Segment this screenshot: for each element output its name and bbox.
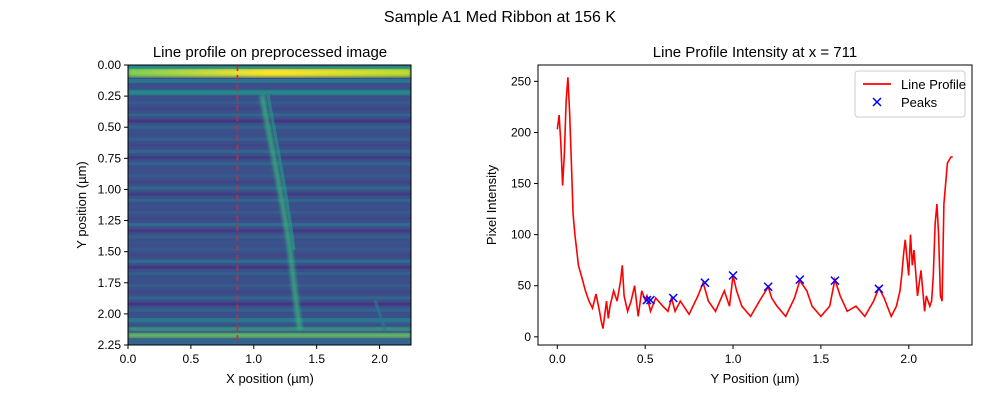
heatmap-fringe (128, 223, 411, 227)
line-y-tick-label: 200 (511, 125, 531, 139)
heatmap-fringe (128, 119, 411, 123)
heatmap-fringe (128, 204, 411, 208)
heatmap-y-tick-label: 0.50 (98, 120, 122, 134)
line-y-tick-label: 100 (511, 228, 531, 242)
peak-marker (874, 284, 884, 294)
legend-box (854, 70, 966, 118)
line-chart-frame (537, 64, 973, 346)
heatmap-fringe (128, 174, 411, 178)
line-chart-x-axis: 0.0 0.5 1.0 1.5 2.0 (549, 345, 917, 366)
line-chart-title: Line Profile Intensity at x = 711 (653, 44, 857, 61)
line-chart-x-axis-label: Y Position (µm) (711, 371, 800, 386)
heatmap-x-tick-label: 1.0 (245, 352, 262, 366)
heatmap-y-tick-label: 1.75 (98, 276, 122, 290)
heatmap-fringe (128, 210, 411, 215)
heatmap-title: Line profile on preprocessed image (153, 44, 387, 61)
heatmap-fringe (128, 186, 411, 190)
line-y-tick-label: 250 (511, 74, 531, 88)
heatmap-fringe (128, 308, 411, 312)
peak-marker (668, 293, 678, 303)
heatmap-fringe (128, 168, 411, 172)
series-peaks (642, 270, 884, 305)
peak-marker (763, 282, 773, 292)
legend-peaks-swatch (872, 97, 882, 107)
heatmap-y-tick-label: 0.00 (98, 58, 122, 72)
heatmap-fringe (128, 357, 411, 360)
heatmap-fringe (128, 180, 411, 184)
heatmap-bright-band-bottom (128, 333, 411, 338)
heatmap-fringe (128, 259, 411, 263)
heatmap-fringe (128, 149, 411, 154)
peak-marker (700, 278, 710, 288)
heatmap-fringe (128, 314, 411, 318)
heatmap-fringe (128, 351, 411, 354)
heatmap-fringe (128, 271, 411, 276)
peak-marker (645, 295, 655, 305)
heatmap-vertical-streak (259, 94, 303, 331)
heatmap-x-axis-label: X position (µm) (226, 371, 314, 386)
line-x-tick-label: 2.0 (900, 352, 917, 366)
heatmap-image (128, 65, 411, 366)
peak-marker (795, 275, 805, 285)
heatmap-fringe (128, 320, 411, 324)
heatmap-fringe (128, 296, 411, 300)
heatmap-band-second (128, 90, 411, 95)
heatmap-x-tick-label: 0.0 (120, 352, 137, 366)
heatmap-fringe (128, 229, 411, 233)
heatmap-y-tick-label: 1.50 (98, 245, 122, 259)
heatmap-y-tick-label: 0.25 (98, 89, 122, 103)
heatmap-fringe (128, 247, 411, 251)
heatmap-y-tick-label: 1.00 (98, 182, 122, 196)
legend-line-profile-label: Line Profile (901, 77, 966, 92)
heatmap-fringe (128, 290, 411, 294)
legend-peaks-label: Peaks (901, 95, 938, 110)
heatmap-fringe (128, 192, 411, 196)
heatmap-x-tick-label: 1.5 (308, 352, 325, 366)
heatmap-y-tick-label: 2.00 (98, 307, 122, 321)
heatmap-x-axis: 0.0 0.5 1.0 1.5 2.0 (120, 345, 388, 366)
heatmap-fringe (128, 345, 411, 348)
line-chart-panel: Line Profile Intensity at x = 711 0.0 0.5… (484, 44, 973, 386)
heatmap-fringe (128, 253, 411, 257)
line-y-tick-label: 0 (524, 330, 531, 344)
line-x-tick-label: 1.0 (725, 352, 742, 366)
heatmap-y-axis: 0.00 0.25 0.50 0.75 1.00 1.25 1.50 1.75 2.00 2.25 (98, 58, 128, 352)
heatmap-y-tick-label: 1.25 (98, 214, 122, 228)
heatmap-fringe (128, 156, 411, 160)
series-line-profile (556, 77, 953, 329)
heatmap-frame (127, 64, 412, 346)
line-y-tick-label: 50 (518, 279, 532, 293)
heatmap-panel: Line profile on preprocessed image (74, 44, 412, 386)
line-y-tick-label: 150 (511, 177, 531, 191)
heatmap-fringe (128, 162, 411, 166)
heatmap-fringe (128, 198, 411, 202)
figure-suptitle: Sample A1 Med Ribbon at 156 K (384, 9, 616, 26)
line-chart-y-axis-label: Pixel Intensity (484, 164, 499, 245)
heatmap-fringe (128, 113, 411, 117)
heatmap-fringe (128, 302, 411, 306)
heatmap-y-tick-label: 0.75 (98, 151, 122, 165)
line-chart-y-axis: 0 50 100 150 200 250 (511, 74, 538, 344)
heatmap-x-tick-label: 2.0 (371, 352, 388, 366)
heatmap-fringe (128, 278, 411, 282)
heatmap-fringe (128, 363, 411, 366)
heatmap-fringe (128, 235, 411, 239)
legend: Line Profile Peaks (854, 70, 966, 118)
heatmap-y-tick-label: 2.25 (98, 338, 122, 352)
heatmap-fringe (128, 284, 411, 288)
heatmap-y-axis-label: Y position (µm) (74, 161, 89, 248)
heatmap-fringe (128, 265, 411, 269)
line-x-tick-label: 0.5 (637, 352, 654, 366)
peak-marker (728, 270, 738, 281)
heatmap-fringe (128, 241, 411, 245)
heatmap-x-tick-label: 0.5 (183, 352, 200, 366)
heatmap-fringe (128, 217, 411, 221)
line-x-tick-label: 1.5 (813, 352, 830, 366)
peak-marker (642, 295, 652, 305)
line-x-tick-label: 0.0 (549, 352, 566, 366)
heatmap-bright-band-top (128, 68, 411, 77)
peak-marker (830, 276, 840, 286)
